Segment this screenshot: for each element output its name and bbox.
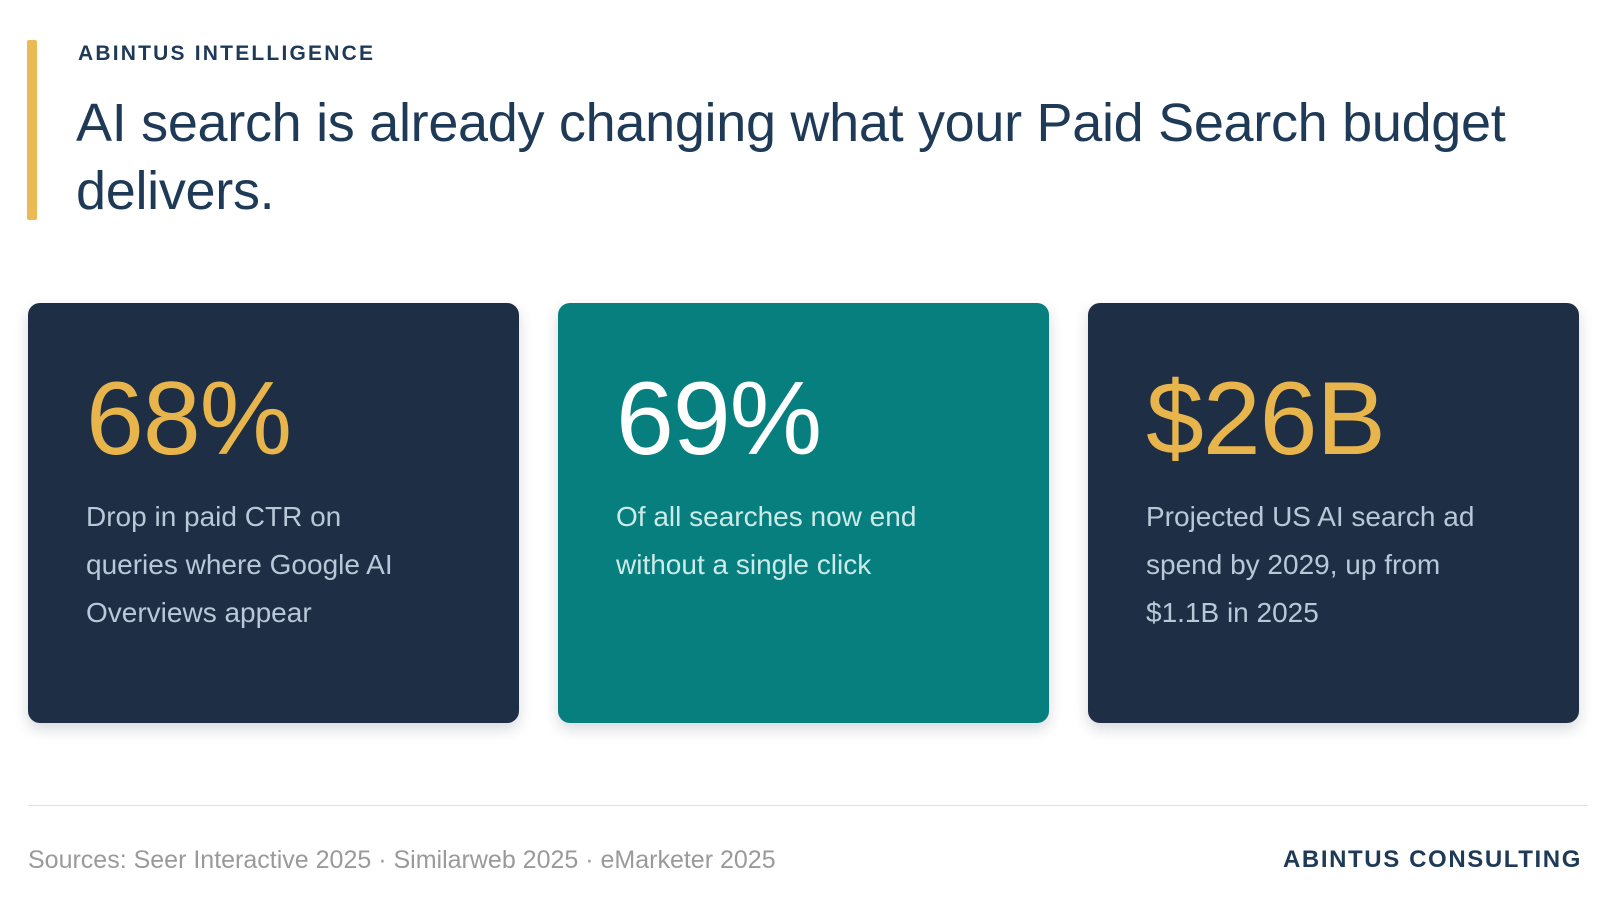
- brand-text: ABINTUS CONSULTING: [1282, 846, 1582, 873]
- stat-card-ai-ad-spend: $26B Projected US AI search ad spend by …: [1088, 303, 1579, 723]
- footer-divider: [28, 805, 1588, 806]
- stat-card-zero-click: 69% Of all searches now end without a si…: [558, 303, 1049, 723]
- stat-value: $26B: [1146, 361, 1386, 477]
- stat-description: Of all searches now end without a single…: [616, 501, 917, 580]
- stat-description: Drop in paid CTR on queries where Google…: [86, 501, 393, 628]
- page-title: AI search is already changing what your …: [76, 93, 1506, 221]
- stat-value: 69%: [616, 361, 822, 477]
- accent-bar: [27, 40, 37, 220]
- stat-card-paid-ctr: 68% Drop in paid CTR on queries where Go…: [28, 303, 519, 723]
- stat-value: 68%: [86, 361, 292, 477]
- eyebrow-label: ABINTUS INTELLIGENCE: [78, 42, 376, 65]
- stat-description: Projected US AI search ad spend by 2029,…: [1146, 501, 1475, 628]
- stat-card-row: 68% Drop in paid CTR on queries where Go…: [28, 303, 1579, 723]
- sources-text: Sources: Seer Interactive 2025 · Similar…: [28, 846, 776, 874]
